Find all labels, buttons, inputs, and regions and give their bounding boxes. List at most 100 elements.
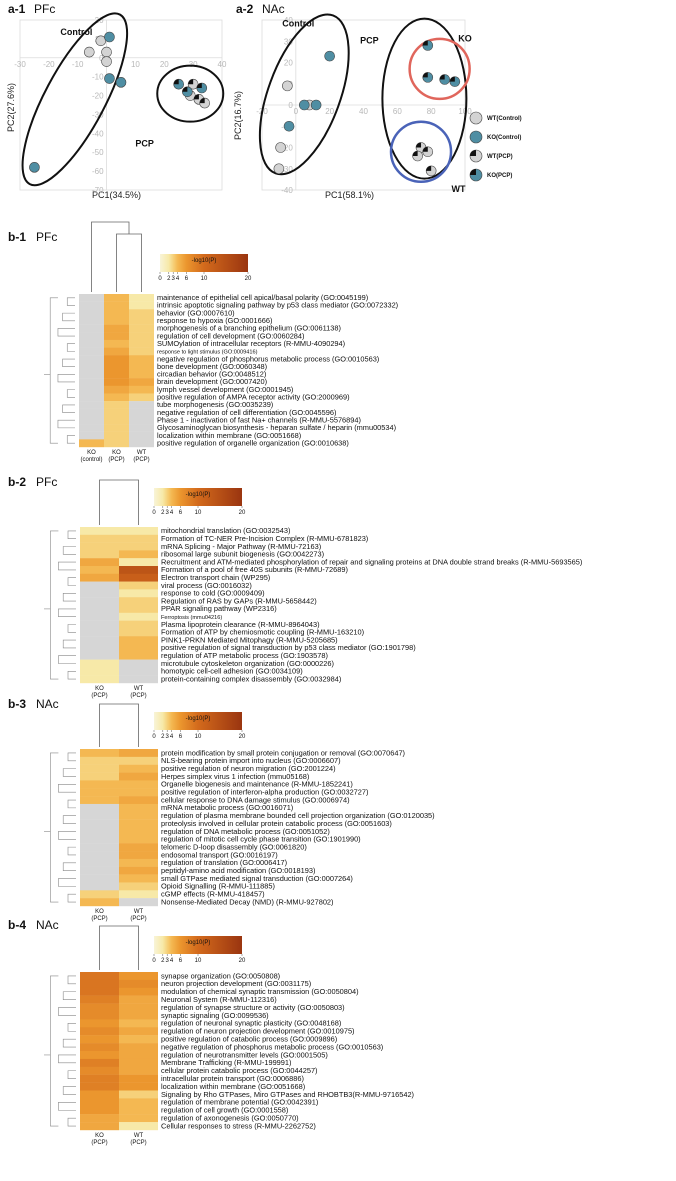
heatmap-cell bbox=[80, 882, 119, 891]
heatmap-cell bbox=[80, 1122, 119, 1131]
color-scale-bar bbox=[154, 712, 242, 730]
scale-tick-label: 20 bbox=[239, 958, 246, 964]
heatmap-cell bbox=[119, 659, 158, 668]
heatmap-cell bbox=[80, 1066, 119, 1075]
scale-tick-label: 4 bbox=[176, 276, 180, 282]
term-label: regulation of ATP metabolic process (GO:… bbox=[161, 651, 328, 660]
heatmap-cell bbox=[119, 898, 158, 907]
heatmap-cell bbox=[79, 385, 104, 394]
heatmap-cell bbox=[79, 362, 104, 371]
heatmap-cell bbox=[80, 866, 119, 875]
heatmap-cell bbox=[80, 788, 119, 797]
row-dendrogram bbox=[58, 878, 76, 887]
pcp-group-label: PCP bbox=[135, 139, 154, 149]
y-tick-label: -40 bbox=[92, 129, 104, 138]
heatmap-cell bbox=[119, 644, 158, 652]
row-dendrogram bbox=[62, 862, 76, 871]
row-dendrogram bbox=[67, 975, 76, 985]
term-label: Glycosaminoglycan biosynthesis - heparan… bbox=[157, 423, 396, 432]
pcp-marker-wedge bbox=[173, 79, 179, 85]
row-dendrogram bbox=[66, 297, 75, 306]
pcp-marker-wedge bbox=[182, 86, 188, 92]
heatmap-cell bbox=[80, 972, 119, 981]
data-point bbox=[469, 111, 483, 125]
heatmap-cell bbox=[80, 1074, 119, 1083]
term-label: regulation of DNA metabolic process (GO:… bbox=[161, 827, 330, 836]
heatmap-cell bbox=[119, 605, 158, 613]
heatmap-cell bbox=[119, 1106, 158, 1115]
term-label: cellular protein catabolic process (GO:0… bbox=[161, 1066, 318, 1075]
heatmap-cell bbox=[104, 424, 129, 432]
scale-tick-label: 0 bbox=[152, 510, 156, 516]
scale-tick-label: 0 bbox=[152, 734, 156, 740]
term-label: ribosomal large subunit biogenesis (GO:0… bbox=[161, 550, 324, 559]
row-dendrogram bbox=[62, 358, 75, 367]
panel-a2-xlabel: PC1(58.1%) bbox=[325, 190, 374, 200]
scale-tick-label: 10 bbox=[195, 734, 202, 740]
panel-a1-scatter: -30-20-1001020304020100-10-20-30-40-50-6… bbox=[14, 12, 227, 195]
term-label: response to light stimulus (GO:0009416) bbox=[157, 350, 258, 356]
term-label: Formation of TC-NER Pre-Incision Complex… bbox=[161, 534, 368, 543]
heatmap-cell bbox=[119, 1122, 158, 1131]
heatmap-cell bbox=[79, 355, 104, 364]
x-tick-label: 20 bbox=[160, 60, 169, 69]
panel-region: NAc bbox=[36, 697, 59, 711]
row-dendrogram bbox=[67, 752, 76, 762]
column-label: (PCP) bbox=[130, 916, 146, 922]
heatmap-cell bbox=[80, 534, 119, 543]
heatmap-cell bbox=[119, 1019, 158, 1028]
term-label: protein-containing complex disassembly (… bbox=[161, 674, 341, 683]
color-scale-title: -log10(P) bbox=[186, 492, 211, 498]
row-dendrogram bbox=[58, 1054, 76, 1064]
data-point bbox=[101, 56, 112, 67]
heatmap-cell bbox=[119, 581, 158, 590]
term-label: morphogenesis of a branching epithelium … bbox=[157, 324, 341, 333]
heatmap-cell bbox=[79, 401, 104, 409]
heatmap-cell bbox=[80, 898, 119, 907]
panel-a2-region: NAc bbox=[262, 2, 285, 16]
panel-a2-ylabel: PC2(16.7%) bbox=[233, 91, 243, 140]
pcp-marker-wedge bbox=[188, 79, 194, 85]
scale-tick-label: 3 bbox=[166, 958, 170, 964]
heatmap-cell bbox=[104, 301, 129, 310]
heatmap-cell bbox=[119, 620, 158, 629]
scale-tick-label: 3 bbox=[166, 734, 170, 740]
heatmap-cell bbox=[79, 309, 104, 318]
row-dendrogram bbox=[67, 577, 76, 586]
heatmap-cell bbox=[129, 355, 154, 364]
data-point bbox=[115, 77, 127, 88]
term-label: localization within membrane (GO:0051668… bbox=[157, 431, 301, 440]
row-dendrogram bbox=[66, 343, 75, 352]
term-label: Membrane Trafficking (R-MMU-199991) bbox=[161, 1058, 291, 1067]
panel-a1-label: a-1 bbox=[8, 2, 26, 16]
term-label: positive regulation of catabolic process… bbox=[161, 1035, 337, 1044]
x-tick-label: 60 bbox=[393, 107, 402, 116]
heatmap-cell bbox=[104, 316, 129, 325]
heatmap-cell bbox=[80, 827, 119, 836]
term-label: small GTPase mediated signal transductio… bbox=[161, 874, 353, 883]
data-point bbox=[273, 163, 285, 175]
panel-a1-xlabel: PC1(34.5%) bbox=[92, 190, 141, 200]
term-label: regulation of mitotic cell cycle phase t… bbox=[161, 835, 361, 844]
heatmap-cell bbox=[104, 378, 129, 386]
heatmap-cell bbox=[119, 1011, 158, 1020]
heatmap-cell bbox=[80, 1114, 119, 1123]
legend-label: KO(PCP) bbox=[487, 173, 512, 179]
heatmap-cell bbox=[119, 527, 158, 535]
heatmap-cell bbox=[79, 332, 104, 341]
heatmap-cell bbox=[80, 589, 119, 598]
column-dendrogram bbox=[99, 703, 139, 747]
heatmap-cell bbox=[119, 675, 158, 684]
heatmap-cell bbox=[119, 1082, 158, 1091]
heatmap-cell bbox=[119, 550, 158, 559]
heatmap-cell bbox=[129, 424, 154, 432]
scale-tick-label: 0 bbox=[158, 276, 162, 282]
heatmap-cell bbox=[79, 324, 104, 333]
row-dendrogram bbox=[58, 831, 76, 840]
term-label: negative regulation of cell differentiat… bbox=[157, 408, 336, 417]
heatmap-cell bbox=[80, 764, 119, 773]
term-label: regulation of translation (GO:0006417) bbox=[161, 858, 287, 867]
y-tick-label: 0 bbox=[288, 101, 293, 110]
